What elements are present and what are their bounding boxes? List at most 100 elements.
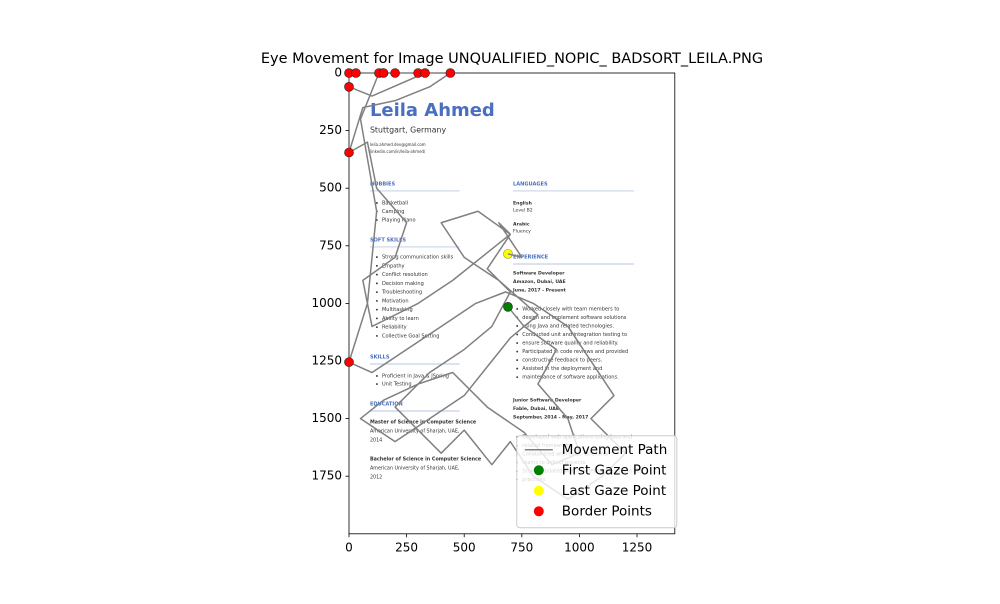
resume-text: Worked closely with team members to xyxy=(522,306,619,312)
y-tick-label: 500 xyxy=(319,181,342,195)
resume-text: Troubleshooting xyxy=(381,290,422,296)
resume-text: American University of Sharjah, UAE, xyxy=(370,429,460,435)
resume-text: Level B2 xyxy=(513,208,533,214)
legend-swatch xyxy=(533,485,544,496)
resume-text: Camping xyxy=(382,209,405,215)
y-tick-label: 1750 xyxy=(311,469,342,483)
legend-label: Movement Path xyxy=(562,442,667,458)
resume-text: Empathy xyxy=(382,263,405,269)
resume-text: June, 2017 - Present xyxy=(512,288,566,294)
bullet xyxy=(375,264,378,267)
x-tick-label: 1250 xyxy=(622,540,653,554)
y-tick-label: 1000 xyxy=(311,296,342,310)
bullet xyxy=(516,367,519,370)
resume-text: constructive feedback to peers. xyxy=(522,358,602,364)
resume-text: ensure software quality and reliability. xyxy=(522,341,619,347)
x-tick-label: 1000 xyxy=(564,540,595,554)
x-tick-label: 250 xyxy=(395,540,418,554)
resume-text: maintenance of software applications. xyxy=(522,375,619,381)
resume-text: Leila Ahmed xyxy=(370,100,495,121)
legend-label: Border Points xyxy=(562,503,652,519)
resume-text: Ability to learn xyxy=(382,316,419,322)
bullet xyxy=(375,326,378,329)
bullet xyxy=(516,333,519,336)
resume-text: Motivation xyxy=(382,298,409,304)
resume-text: LANGUAGES xyxy=(513,182,548,188)
resume-text: Assisted in the deployment and xyxy=(522,366,602,372)
gaze-point xyxy=(378,68,389,78)
gaze-point xyxy=(344,82,354,92)
resume-text: Conducted unit and integration testing t… xyxy=(522,332,627,338)
resume-text: Decision making xyxy=(382,281,424,287)
bullet xyxy=(375,299,378,302)
chart-title: Eye Movement for Image UNQUALIFIED_NOPIC… xyxy=(261,51,763,67)
resume-text: American University of Sharjah, UAE, xyxy=(370,465,460,471)
legend-swatch xyxy=(533,506,544,517)
bullet xyxy=(516,359,519,361)
resume-text: Arabic xyxy=(513,221,530,227)
resume-text: design and implement software solutions xyxy=(522,315,627,321)
resume-text: Fable, Dubai, UAE xyxy=(513,406,559,412)
resume-text: Reliability xyxy=(382,325,407,331)
bullet xyxy=(375,375,378,377)
plot-area: 0 250 500 750 1000 1250 0 250 500 750 1000 1250 1500… xyxy=(311,66,678,554)
bullet xyxy=(375,202,378,204)
y-tick-label: 0 xyxy=(334,66,342,80)
resume-text: Multitasking xyxy=(382,307,413,313)
bullet xyxy=(375,334,378,337)
gaze-point xyxy=(503,302,513,312)
resume-text: 2014 xyxy=(370,438,382,444)
gaze-point xyxy=(420,68,430,78)
resume-text: Strong communication skills xyxy=(382,255,454,261)
legend-label: First Gaze Point xyxy=(562,462,667,478)
bullet xyxy=(516,325,519,327)
bullet xyxy=(516,308,519,310)
bullet xyxy=(375,383,378,385)
resume-text: Amazon, Dubai, UAE xyxy=(513,279,566,285)
bullet xyxy=(375,282,378,285)
resume-text: leila.ahmed.dev@gmail.com xyxy=(370,142,426,147)
x-tick-label: 0 xyxy=(345,540,353,554)
resume-text: Stuttgart, Germany xyxy=(370,125,447,134)
bullet xyxy=(375,256,378,259)
resume-text: linkedin.com/in/leila-ahmed/ xyxy=(370,149,426,154)
resume-text: Software Developer xyxy=(513,270,565,276)
bullet xyxy=(375,308,378,311)
x-tick-label: 750 xyxy=(510,540,533,554)
resume-text: HOBBIES xyxy=(370,182,396,188)
gaze-point xyxy=(351,68,361,78)
resume-text: Participated in code reviews and provide… xyxy=(522,349,628,355)
gaze-point xyxy=(390,68,400,78)
resume-text: SKILLS xyxy=(370,355,390,361)
x-tick-label: 500 xyxy=(453,540,476,554)
resume-text: SOFT SKILLS xyxy=(370,238,406,244)
legend: Movement Path First Gaze Point Last Gaze P… xyxy=(516,435,678,529)
y-tick-label: 1500 xyxy=(311,411,342,425)
bullet xyxy=(516,376,519,379)
legend-label: Last Gaze Point xyxy=(562,483,666,499)
gaze-point xyxy=(344,147,354,158)
resume-text: Fluency xyxy=(513,229,531,235)
movement-path xyxy=(348,72,627,500)
gaze-point xyxy=(445,68,456,78)
bullet xyxy=(375,273,378,276)
y-tick-label: 1250 xyxy=(311,354,342,368)
resume-text: Basketball xyxy=(382,200,408,206)
gaze-point xyxy=(344,357,354,367)
legend-box xyxy=(516,435,678,529)
legend-swatch xyxy=(533,465,544,476)
resume-text: Proficient in Java & JSpring xyxy=(382,373,449,379)
resume-text: Conflict resolution xyxy=(382,272,428,278)
resume-text: Bachelor of Science in Computer Science xyxy=(370,456,482,462)
resume-text: EXPERIENCE xyxy=(513,255,549,261)
resume-text: 2012 xyxy=(370,474,382,480)
bullet xyxy=(375,291,378,294)
y-tick-label: 250 xyxy=(319,123,342,137)
resume-text: English xyxy=(513,200,532,206)
resume-text: EDUCATION xyxy=(370,402,403,408)
resume-text: Unit Testing xyxy=(382,382,412,388)
bullet xyxy=(516,350,519,353)
resume-text: September, 2014 - May, 2017 xyxy=(513,414,588,420)
bullet xyxy=(375,317,378,320)
